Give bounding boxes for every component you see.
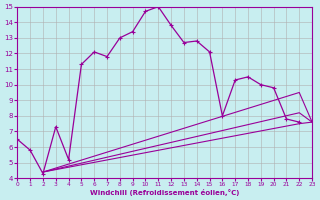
X-axis label: Windchill (Refroidissement éolien,°C): Windchill (Refroidissement éolien,°C): [90, 189, 239, 196]
